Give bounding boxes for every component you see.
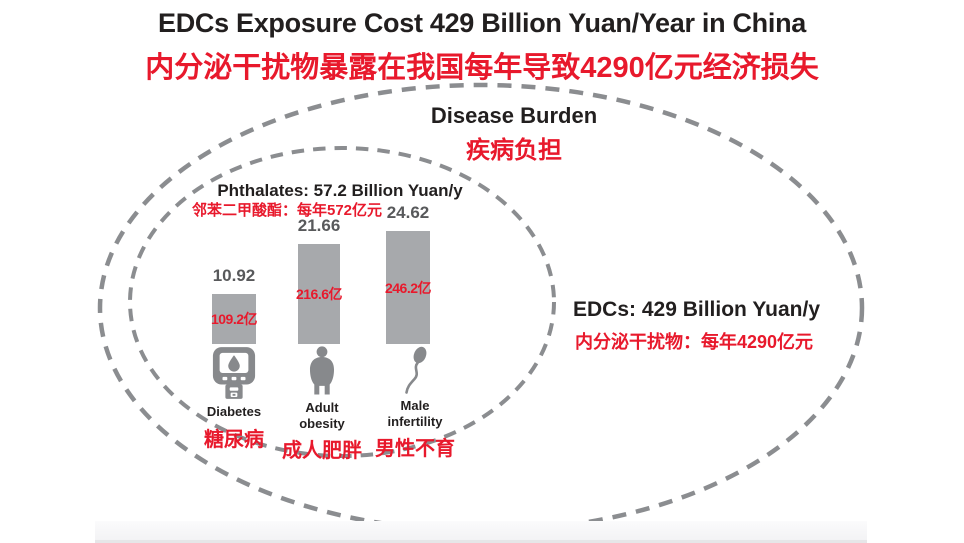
bar-value: 21.66	[297, 216, 341, 235]
category-label-en: Diabetes	[206, 404, 262, 419]
category-adult-obesity: Adult obesity 成人肥胖	[257, 346, 387, 463]
bar-column-diabetes: 10.92 109.2亿	[210, 266, 258, 344]
bar-column-adult-obesity: 21.66 216.6亿	[295, 216, 343, 344]
next-slide-edge	[95, 521, 867, 543]
edcs-label-en: EDCs: 429 Billion Yuan/y	[573, 298, 821, 321]
edcs-label-zh: 内分泌干扰物：每年4290亿元	[575, 332, 814, 352]
disease-burden-label-zh: 疾病负担	[466, 137, 562, 164]
bar-male-infertility: 246.2亿	[384, 231, 432, 344]
bar-label-zh: 246.2亿	[384, 279, 432, 296]
category-label-zh: 成人肥胖	[282, 440, 362, 463]
bar-value: 10.92	[212, 266, 256, 285]
bar-diabetes: 109.2亿	[210, 294, 258, 344]
bar-adult-obesity: 216.6亿	[295, 244, 343, 344]
sperm-icon	[405, 346, 427, 394]
category-label-en: Adult obesity	[299, 400, 345, 431]
page-title: EDCs Exposure Cost 429 Billion Yuan/Year…	[157, 8, 806, 38]
page-subtitle-zh: 内分泌干扰物暴露在我国每年导致4290亿元经济损失	[145, 52, 819, 84]
disease-burden-label-en: Disease Burden	[430, 103, 598, 128]
category-label-en: Male infertility	[387, 398, 443, 429]
obese-person-icon	[309, 346, 335, 395]
bar-label-zh: 109.2亿	[210, 311, 258, 327]
category-label-zh: 男性不育	[375, 438, 455, 461]
category-label-zh: 糖尿病	[204, 428, 264, 451]
phthalates-label-en: Phthalates: 57.2 Billion Yuan/y	[217, 181, 463, 200]
bar-column-male-infertility: 24.62 246.2亿	[384, 203, 432, 344]
category-male-infertility: Male infertility 男性不育	[350, 346, 480, 461]
category-diabetes: Diabetes 糖尿病	[169, 346, 299, 452]
phthalates-label-zh: 邻苯二甲酸酯：每年572亿元	[191, 202, 383, 219]
bar-value: 24.62	[386, 203, 430, 222]
bar-label-zh: 216.6亿	[295, 286, 343, 302]
glucose-meter-icon	[212, 347, 256, 399]
inner-ellipse-phthalates	[128, 146, 556, 458]
